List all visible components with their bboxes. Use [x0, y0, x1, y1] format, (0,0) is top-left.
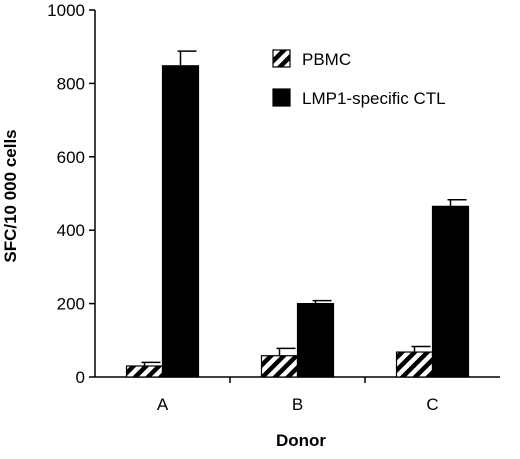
legend-swatch-ctl [272, 88, 291, 107]
plot-area: 0 200 400 600 800 1000 A B C [47, 1, 500, 414]
y-tick-label: 200 [57, 295, 85, 314]
legend-label-ctl: LMP1-specific CTL [302, 89, 446, 108]
x-tick-label: C [426, 395, 438, 414]
y-tick-label: 800 [57, 74, 85, 93]
legend-swatch-pbmc [272, 49, 291, 68]
bar [296, 303, 335, 378]
x-tick-label: B [292, 395, 303, 414]
y-tick-label: 0 [76, 368, 85, 387]
bar [260, 355, 299, 378]
y-tick-label: 600 [57, 148, 85, 167]
bar [395, 351, 434, 378]
legend: PBMC LMP1-specific CTL [272, 49, 446, 108]
y-tick-label: 400 [57, 221, 85, 240]
x-tick-label: A [157, 395, 169, 414]
bar [161, 65, 200, 378]
x-axis-title: Donor [276, 431, 326, 450]
y-tick-label: 1000 [47, 1, 85, 20]
bar [431, 205, 470, 378]
bar [125, 365, 164, 378]
y-axis-title: SFC/10 000 cells [1, 129, 20, 262]
legend-label-pbmc: PBMC [302, 50, 351, 69]
